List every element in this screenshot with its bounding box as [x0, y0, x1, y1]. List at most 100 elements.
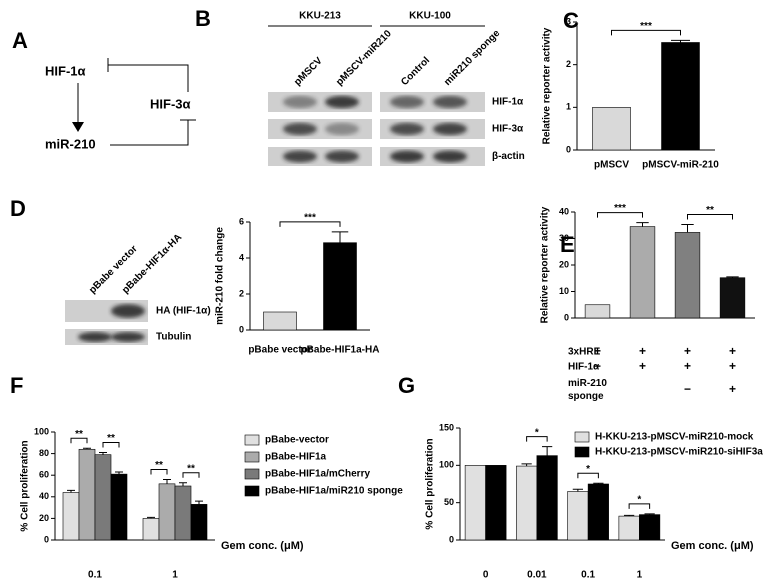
- bar: [323, 242, 357, 331]
- group-label: KKU-213: [299, 11, 341, 22]
- significance-label: ***: [640, 21, 652, 32]
- x-axis-label: Gem conc. (μM): [221, 540, 304, 552]
- legend-swatch: [244, 451, 260, 463]
- significance-label: **: [706, 205, 714, 216]
- significance-label: *: [535, 427, 539, 438]
- bar: [516, 465, 538, 541]
- error-bar: [163, 479, 171, 484]
- bar: [263, 311, 297, 331]
- y-tick-label: 0: [449, 534, 454, 544]
- row-label: HIF-1α: [492, 97, 524, 108]
- table-cell: +: [729, 382, 736, 396]
- significance-bracket: [687, 213, 733, 220]
- y-tick-label: 150: [439, 422, 454, 432]
- blot-band: [390, 150, 424, 163]
- panel-label: A: [12, 28, 28, 53]
- significance-bracket: [279, 221, 341, 227]
- error-bar: [331, 231, 349, 243]
- blot-band: [433, 122, 467, 136]
- significance-bracket: [597, 212, 643, 218]
- x-tick-label: pBabe-HIF1a-HA: [301, 345, 380, 356]
- group-label: KKU-100: [409, 11, 451, 22]
- table-cell: +: [684, 344, 691, 358]
- x-axis-label: Gem conc. (μM): [671, 540, 754, 552]
- y-tick-label: 1: [566, 102, 571, 112]
- significance-label: **: [155, 460, 163, 471]
- panel-label: D: [10, 196, 26, 221]
- y-tick-label: 6: [239, 216, 244, 226]
- bar: [567, 491, 589, 541]
- blot-band: [111, 332, 145, 342]
- legend-swatch: [574, 431, 590, 443]
- error-bar: [83, 447, 91, 450]
- table-cell: +: [639, 344, 646, 358]
- blot-band: [390, 122, 424, 136]
- table-cell: +: [729, 359, 736, 373]
- significance-bracket: [182, 472, 200, 478]
- inhibition: [107, 58, 189, 92]
- bar: [158, 483, 176, 541]
- error-bar: [671, 39, 690, 43]
- y-tick-label: 0: [566, 144, 571, 154]
- legend-label: pBabe-HIF1a: [265, 452, 327, 463]
- significance-label: *: [637, 495, 641, 506]
- error-bar: [726, 276, 739, 278]
- y-tick-label: 2: [239, 288, 244, 298]
- x-tick-label: 1: [172, 570, 178, 581]
- blot-band: [78, 332, 112, 342]
- y-tick-label: 100: [34, 426, 49, 436]
- significance-bracket: [628, 503, 651, 509]
- legend-swatch: [244, 468, 260, 480]
- x-tick-label: 0.1: [581, 570, 595, 581]
- legend-label: H-KKU-213-pMSCV-miR210-siHIF3a: [595, 447, 763, 458]
- significance-bracket: [70, 437, 88, 444]
- y-axis-label: Relative reporter activity: [542, 27, 553, 144]
- x-tick-label: 0.1: [88, 570, 102, 581]
- bar: [592, 107, 631, 151]
- x-tick-label: 1: [637, 570, 643, 581]
- y-tick-label: 30: [559, 233, 569, 243]
- y-tick-label: 40: [39, 491, 49, 501]
- legend-label: pBabe-HIF1a/mCherry: [265, 469, 370, 480]
- y-tick-label: 0: [564, 312, 569, 322]
- legend-swatch: [244, 485, 260, 497]
- y-tick-label: 80: [39, 448, 49, 458]
- blot-band: [325, 95, 359, 109]
- y-axis-label: % Cell proliferation: [425, 438, 436, 529]
- y-tick-label: 2: [566, 59, 571, 69]
- table-cell: +: [594, 344, 601, 358]
- error-bar: [636, 222, 649, 227]
- table-row-label: miR-210 sponge: [568, 378, 607, 402]
- panel-label: G: [398, 373, 415, 398]
- x-tick-label: 0: [483, 570, 489, 581]
- error-bar: [67, 489, 75, 493]
- error-bar: [195, 500, 203, 505]
- error-bar: [99, 452, 107, 455]
- significance-bracket: [577, 472, 599, 479]
- bar: [94, 454, 112, 541]
- blot-band: [283, 95, 317, 109]
- blot-band: [111, 304, 145, 318]
- table-row-label: HIF-1α: [568, 362, 600, 373]
- y-axis-label: Relative reporter activity: [540, 206, 551, 323]
- blot-band: [325, 122, 359, 136]
- y-tick-label: 4: [239, 252, 244, 262]
- y-tick-label: 20: [559, 259, 569, 269]
- lane-label: pMSCV-miR210: [334, 28, 394, 88]
- error-bar: [644, 513, 655, 515]
- significance-label: *: [586, 464, 590, 475]
- bar: [587, 483, 609, 541]
- blot-band: [433, 150, 467, 163]
- panel-label: C: [563, 8, 579, 33]
- legend-swatch: [574, 446, 590, 458]
- significance-label: **: [75, 429, 83, 440]
- x-tick-label: 0.01: [527, 570, 547, 581]
- blot-band: [283, 122, 317, 136]
- error-bar: [521, 463, 532, 467]
- y-tick-label: 0: [44, 534, 49, 544]
- error-bar: [542, 446, 553, 456]
- bar: [661, 42, 700, 151]
- bar: [62, 492, 80, 541]
- y-tick-label: 50: [444, 497, 454, 507]
